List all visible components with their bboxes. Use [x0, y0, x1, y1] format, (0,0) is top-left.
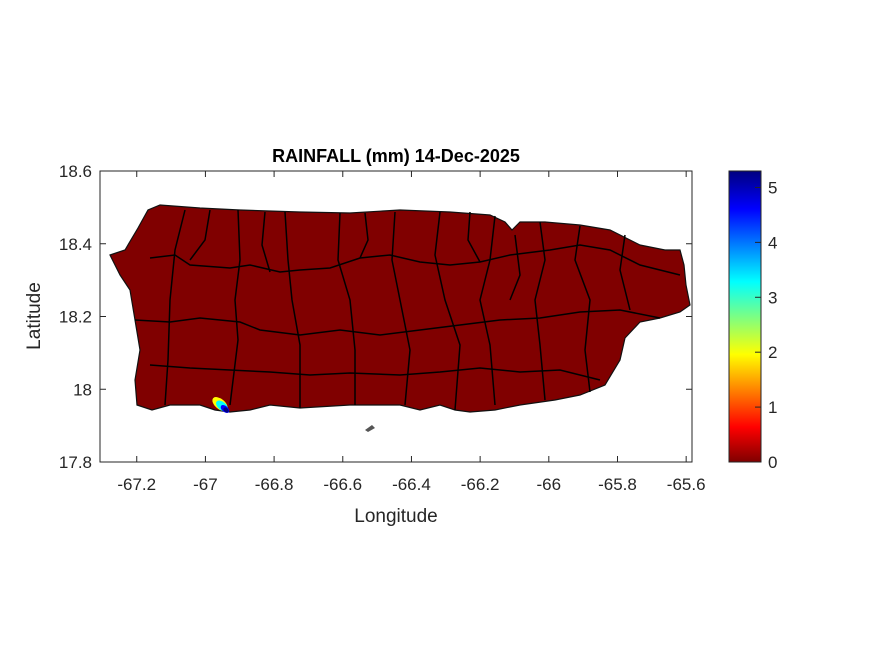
colorbar-tick-label: 4	[768, 233, 777, 252]
rainfall-hotspot	[212, 397, 230, 413]
colorbar-tick-label: 1	[768, 398, 777, 417]
y-axis-label: Latitude	[24, 282, 45, 350]
municipality-boundaries	[134, 209, 681, 411]
y-axis: 17.8 18 18.2 18.4 18.6	[59, 162, 692, 472]
colorbar-tick-label: 5	[768, 178, 777, 197]
colorbar-axis: 0 1 2 3 4 5	[755, 178, 777, 472]
colorbar-tick-label: 3	[768, 288, 777, 307]
x-tick-label: -65.6	[667, 475, 706, 494]
y-tick-label: 17.8	[59, 453, 92, 472]
y-tick-label: 18.2	[59, 308, 92, 327]
x-axis-label: Longitude	[354, 506, 437, 527]
x-tick-label: -66.4	[392, 475, 431, 494]
y-tick-label: 18.6	[59, 162, 92, 181]
y-tick-label: 18	[73, 380, 92, 399]
x-tick-label: -66.6	[323, 475, 362, 494]
x-tick-label: -66.2	[461, 475, 500, 494]
x-tick-label: -66	[537, 475, 562, 494]
x-tick-label: -65.8	[598, 475, 637, 494]
colorbar-tick-label: 2	[768, 343, 777, 362]
x-tick-label: -67	[193, 475, 218, 494]
chart-title: RAINFALL (mm) 14-Dec-2025	[272, 146, 520, 166]
colorbar-tick-label: 0	[768, 453, 777, 472]
x-tick-label: -67.2	[117, 475, 156, 494]
x-tick-label: -66.8	[255, 475, 294, 494]
map-layer	[109, 204, 691, 432]
x-axis: -67.2 -67 -66.8 -66.6 -66.4 -66.2 -66 -65.8 -65.…	[117, 171, 706, 494]
island-land	[109, 204, 691, 413]
colorbar	[728, 170, 762, 463]
y-tick-label: 18.4	[59, 235, 92, 254]
island-vieques-fragment	[365, 425, 375, 432]
